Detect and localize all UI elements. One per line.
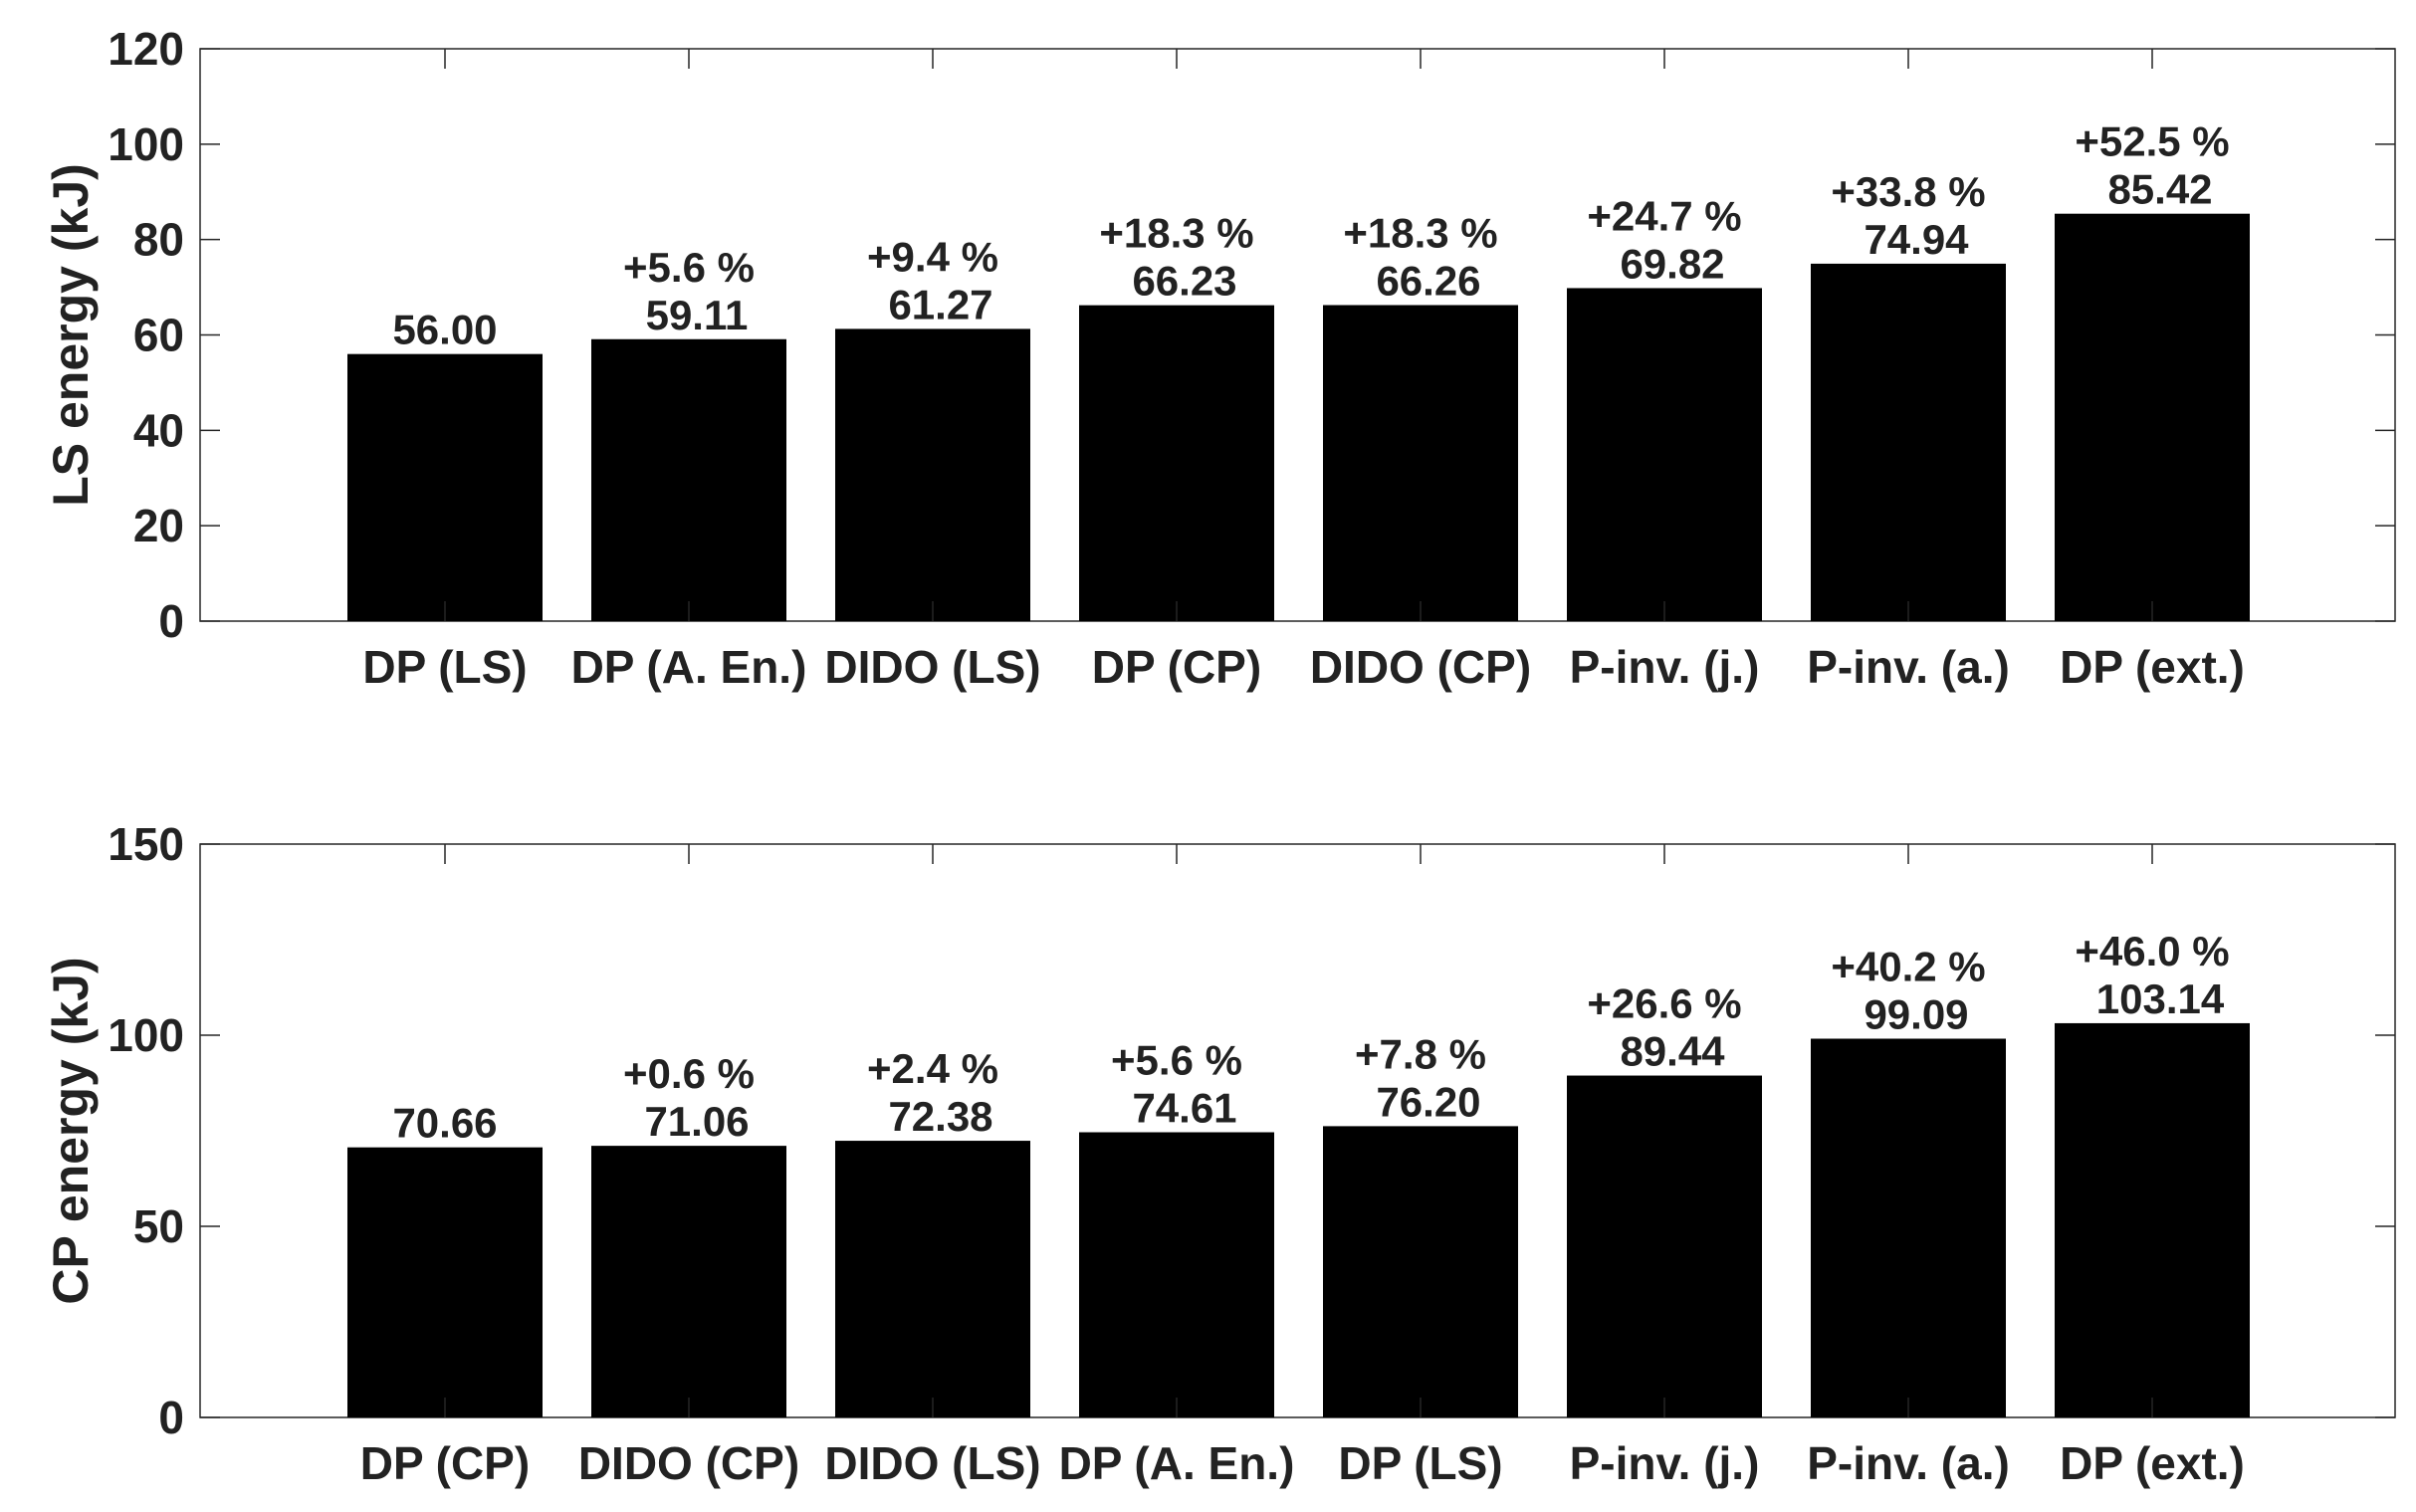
bar [1079,1132,1274,1417]
axes-box [199,843,2396,1418]
bar-percent-label: +5.6 % [623,244,755,291]
bar-value-label: 89.44 [1620,1028,1725,1075]
x-tick-label: DIDO (CP) [1310,641,1531,693]
bar-value-label: 61.27 [888,281,992,327]
y-tick-label: 80 [133,214,184,266]
bar [1567,288,1762,621]
bar [1811,1038,2006,1417]
x-tick-label: P-inv. (a.) [1807,1437,2010,1489]
bar-percent-label: +0.6 % [623,1050,755,1097]
x-tick-label: DP (CP) [1092,641,1261,693]
bar [835,1141,1030,1417]
x-tick-label: P-inv. (j.) [1570,1437,1760,1489]
bar-value-label: 66.26 [1376,258,1480,305]
y-tick-label: 50 [133,1200,184,1252]
bar [2055,1022,2250,1417]
bar-percent-label: +9.4 % [867,233,998,280]
x-tick-label: DP (A. En.) [1059,1437,1295,1489]
y-tick-label: 20 [133,500,184,551]
bar [1567,1075,1762,1417]
bar [2055,213,2250,621]
bar-value-label: 72.38 [888,1093,992,1140]
bar-percent-label: +52.5 % [2075,118,2229,165]
bar-value-label: 99.09 [1864,990,1968,1037]
bar-value-label: 71.06 [644,1098,749,1145]
y-tick-label: 120 [108,23,184,75]
bar [591,1146,786,1417]
bar-percent-label: +18.3 % [1099,210,1253,257]
bar-percent-label: +33.8 % [1831,168,1985,215]
bar [347,1147,543,1417]
bar-value-label: 76.20 [1376,1078,1480,1125]
bar-value-label: 59.11 [646,292,749,338]
bar-percent-label: +46.0 % [2075,928,2229,974]
y-axis-label: CP energy (kJ) [43,957,99,1304]
x-tick-label: DIDO (CP) [578,1437,799,1489]
cp-energy-panel: 0 50 100 150 CP energy (kJ) DP (CP) 70.66 DIDO … [43,818,2396,1489]
y-tick-label: 60 [133,310,184,361]
bar [1079,305,1274,621]
x-tick-label: DIDO (LS) [824,641,1040,693]
x-tick-label: P-inv. (a.) [1807,641,2010,693]
x-tick-label: DP (ext.) [2060,1437,2245,1489]
bar [347,353,543,621]
y-tick-label: 150 [108,818,184,870]
x-tick-label: DIDO (LS) [824,1437,1040,1489]
bar-percent-label: +40.2 % [1831,943,1985,989]
y-tick-label: 100 [108,118,184,170]
bar-percent-label: +18.3 % [1343,210,1497,257]
ls-energy-panel: 0 20 40 60 80 100 120 LS energy (kJ) DP (LS) 56.0… [43,23,2396,693]
y-tick-label: 100 [108,1009,184,1061]
bar [1323,1126,1518,1417]
bar-value-label: 56.00 [392,307,497,353]
x-tick-label: DP (A. En.) [571,641,807,693]
y-axis-label: LS energy (kJ) [43,163,99,507]
bar-value-label: 66.23 [1132,258,1236,305]
bar [1811,263,2006,621]
bar-value-label: 74.61 [1132,1084,1236,1131]
bar-percent-label: +24.7 % [1587,192,1741,239]
bar [835,328,1030,621]
bar-value-label: 103.14 [2096,975,2225,1022]
bar-percent-label: +7.8 % [1355,1030,1486,1077]
y-tick-label: 40 [133,404,184,456]
bar-value-label: 74.94 [1864,216,1969,263]
y-tick-label: 0 [158,1392,184,1443]
bar-value-label: 85.42 [2107,166,2212,213]
bar [1323,305,1518,621]
x-tick-label: DP (CP) [360,1437,530,1489]
bar-percent-label: +26.6 % [1587,980,1741,1027]
bar-percent-label: +5.6 % [1111,1036,1242,1083]
bar [591,338,786,621]
x-tick-label: P-inv. (j.) [1570,641,1760,693]
bar-value-label: 70.66 [392,1100,497,1147]
x-tick-label: DP (LS) [362,641,527,693]
x-tick-label: DP (LS) [1338,1437,1502,1489]
bar-value-label: 69.82 [1620,240,1724,287]
y-tick-label: 0 [158,595,184,647]
bar-percent-label: +2.4 % [867,1045,998,1092]
x-tick-label: DP (ext.) [2060,641,2245,693]
